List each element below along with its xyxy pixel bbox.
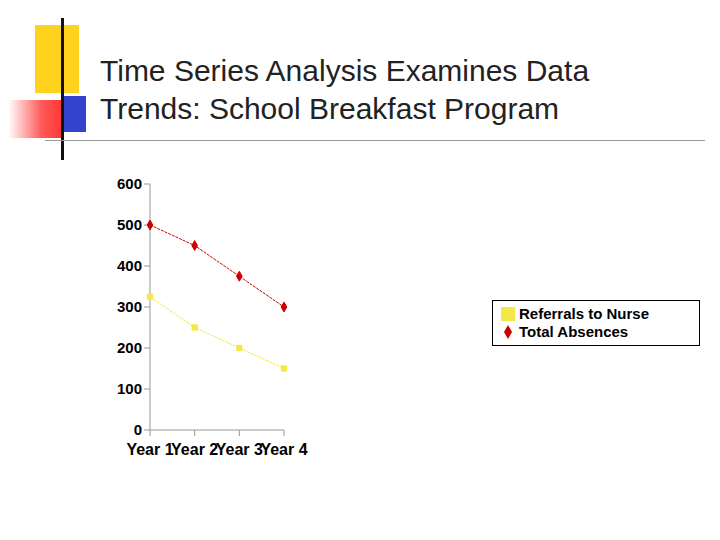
svg-text:600: 600 xyxy=(117,175,142,192)
html-text:Total Absences: Total Absences xyxy=(519,322,629,340)
svg-text:500: 500 xyxy=(117,216,142,233)
html-text:Referrals to Nurse: Referrals to Nurse xyxy=(519,304,650,322)
svg-text:300: 300 xyxy=(117,298,142,315)
svg-text:Year 3: Year 3 xyxy=(216,441,263,458)
svg-text:100: 100 xyxy=(117,380,142,397)
svg-text:200: 200 xyxy=(117,339,142,356)
html-text:Time Series Analysis Examines: Time Series Analysis Examines Data Trend… xyxy=(100,54,590,125)
svg-text:0: 0 xyxy=(134,421,142,438)
svg-text:Year 1: Year 1 xyxy=(126,441,173,458)
svg-text:Year 2: Year 2 xyxy=(171,441,218,458)
svg-text:400: 400 xyxy=(117,257,142,274)
svg-text:Year 4: Year 4 xyxy=(260,441,307,458)
